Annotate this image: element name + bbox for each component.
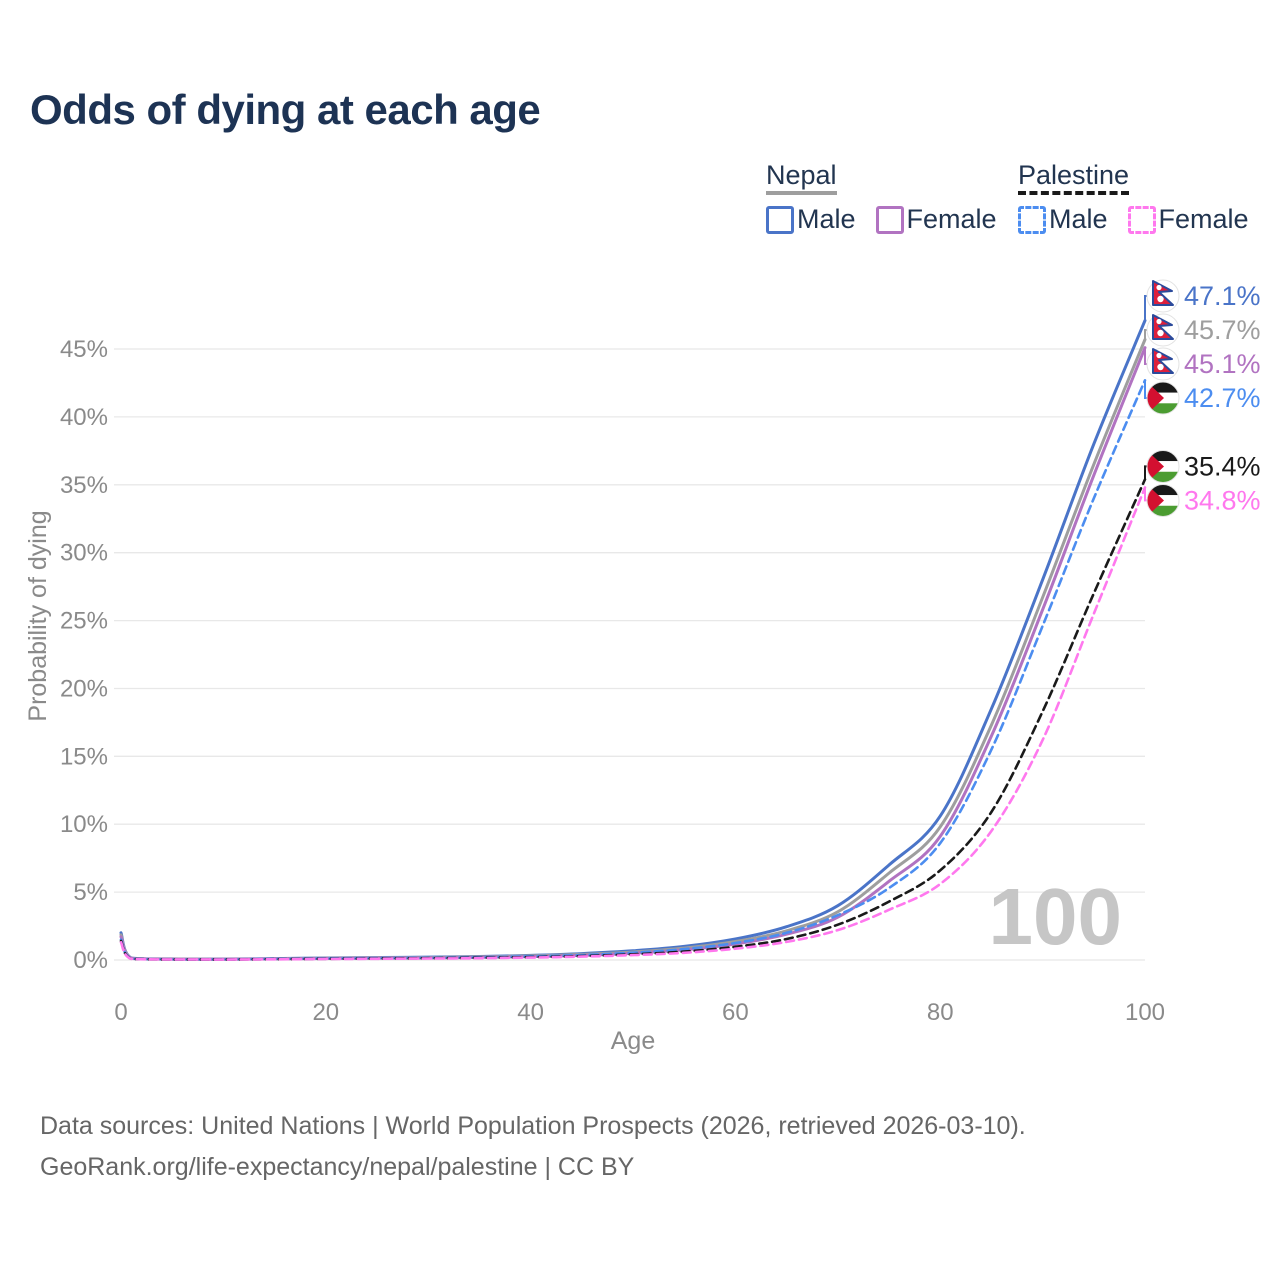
legend-item-nepal-female[interactable]: Female <box>875 204 997 235</box>
y-tick-label-0: 0% <box>73 947 108 974</box>
legend-country-palestine[interactable]: Palestine <box>1018 161 1130 195</box>
legend-label-palestine-male: Male <box>1049 204 1108 234</box>
age-watermark: 100 <box>989 872 1122 961</box>
palestine-female-checkbox[interactable] <box>1127 205 1156 234</box>
end-label-nepal-total: 45.7% <box>1184 315 1261 345</box>
legend-item-palestine-female[interactable]: Female <box>1127 204 1249 235</box>
x-tick-label-100: 100 <box>1125 999 1165 1026</box>
x-tick-label-60: 60 <box>722 999 749 1026</box>
x-tick-label-80: 80 <box>927 999 954 1026</box>
legend-label-nepal-male: Male <box>797 204 856 234</box>
legend-item-nepal-male[interactable]: Male <box>766 204 856 235</box>
y-tick-label-5: 5% <box>73 879 108 906</box>
footer-data-sources: Data sources: United Nations | World Pop… <box>40 1112 1026 1140</box>
legend-item-palestine-male[interactable]: Male <box>1018 204 1108 235</box>
legend-label-palestine-female: Female <box>1158 204 1249 234</box>
nepal-flag-icon <box>1146 313 1180 347</box>
y-tick-label-15: 15% <box>60 743 108 770</box>
y-tick-label-10: 10% <box>60 811 108 838</box>
legend-group-nepal: Nepal Male Female <box>766 161 997 235</box>
end-label-nepal-female: 45.1% <box>1184 349 1261 379</box>
y-tick-label-20: 20% <box>60 676 108 703</box>
x-tick-label-0: 0 <box>114 999 127 1026</box>
footer-attribution: GeoRank.org/life-expectancy/nepal/palest… <box>40 1153 635 1181</box>
palestine-flag-icon <box>1146 381 1180 415</box>
legend-country-nepal[interactable]: Nepal <box>766 161 837 195</box>
y-tick-label-25: 25% <box>60 608 108 635</box>
palestine-flag-icon <box>1146 483 1180 517</box>
y-tick-label-35: 35% <box>60 472 108 499</box>
line-palestine-female <box>119 486 1147 961</box>
x-tick-label-20: 20 <box>312 999 339 1026</box>
line-nepal-female <box>119 346 1147 961</box>
y-tick-label-45: 45% <box>60 336 108 363</box>
legend-items-nepal: Male Female <box>766 204 997 235</box>
nepal-flag-icon <box>1146 279 1180 313</box>
y-tick-label-40: 40% <box>60 404 108 431</box>
end-label-palestine-male: 42.7% <box>1184 383 1261 413</box>
legend-items-palestine: Male Female <box>1018 204 1249 235</box>
end-label-palestine-total: 35.4% <box>1184 451 1261 481</box>
x-axis-title: Age <box>611 1027 655 1055</box>
nepal-flag-icon <box>1146 347 1180 381</box>
palestine-male-checkbox[interactable] <box>1018 205 1046 234</box>
legend-group-palestine: Palestine Male Female <box>1018 161 1249 235</box>
x-tick-label-40: 40 <box>517 999 544 1026</box>
page-title: Odds of dying at each age <box>30 86 541 133</box>
palestine-flag-icon <box>1146 449 1180 483</box>
y-axis-title: Probability of dying <box>24 510 52 721</box>
end-label-palestine-female: 34.8% <box>1184 485 1261 515</box>
line-nepal-total <box>119 338 1147 961</box>
y-tick-label-30: 30% <box>60 540 108 567</box>
nepal-male-checkbox[interactable] <box>766 205 794 234</box>
nepal-female-checkbox[interactable] <box>875 205 904 234</box>
legend-label-nepal-female: Female <box>906 204 997 234</box>
footer: Data sources: United Nations | World Pop… <box>40 1106 1026 1188</box>
end-label-nepal-male: 47.1% <box>1184 281 1261 311</box>
